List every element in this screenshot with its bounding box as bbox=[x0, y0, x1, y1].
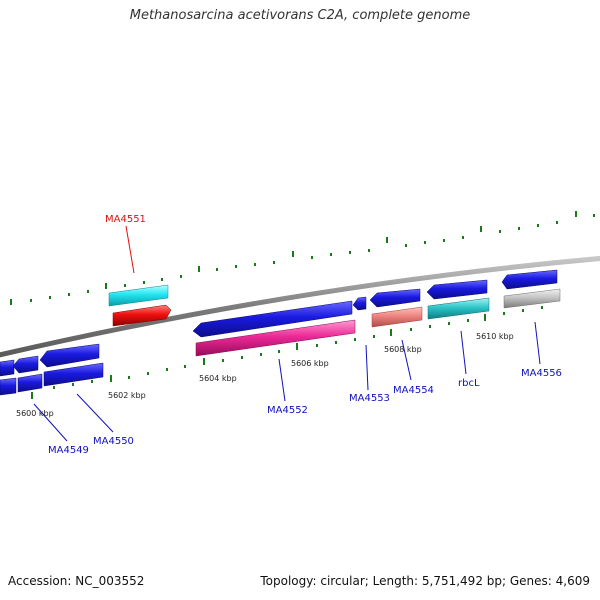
gene-label-ma4556[interactable]: MA4556 bbox=[521, 368, 562, 379]
accession-text: Accession: NC_003552 bbox=[8, 574, 145, 588]
tick-label-5600: 5600 kbp bbox=[16, 409, 54, 418]
genome-summary-text: Topology: circular; Length: 5,751,492 bp… bbox=[260, 574, 590, 588]
gene-label-ma4549[interactable]: MA4549 bbox=[48, 445, 89, 456]
gene-ma4554-blue-arrow[interactable] bbox=[369, 288, 421, 308]
tick-label-5608: 5608 kbp bbox=[384, 345, 422, 354]
genome-title: Methanosarcina acetivorans C2A, complete… bbox=[129, 8, 471, 23]
label-leader-lines bbox=[33, 225, 541, 442]
gene-ma4556-gray-arrow[interactable] bbox=[503, 288, 561, 309]
gene-ma4556-blue-arrow[interactable] bbox=[501, 269, 558, 290]
inner-tick-track bbox=[31, 306, 543, 399]
outer-tick-track bbox=[10, 211, 595, 305]
gene-ma4551-red-arrow[interactable] bbox=[112, 304, 172, 327]
gene-label-ma4554[interactable]: MA4554 bbox=[393, 385, 434, 396]
gene-label-ma4553[interactable]: MA4553 bbox=[349, 393, 390, 404]
tick-label-5602: 5602 kbp bbox=[108, 391, 146, 400]
gene-label-ma4551[interactable]: MA4551 bbox=[105, 214, 146, 225]
tick-label-5606: 5606 kbp bbox=[291, 359, 329, 368]
gene-ma4550-arrows[interactable] bbox=[39, 343, 104, 387]
gene-ma4554-salmon-arrow[interactable] bbox=[371, 306, 423, 328]
gene-label-rbcl[interactable]: rbcL bbox=[458, 378, 480, 389]
gene-rbcl-blue-arrow[interactable] bbox=[426, 279, 488, 300]
gene-rbcl-teal-arrow[interactable] bbox=[427, 297, 490, 320]
genome-backbone bbox=[0, 255, 600, 358]
gene-ma4552-blue-arrow[interactable] bbox=[192, 300, 353, 338]
gene-ma4551-cyan-arrow[interactable] bbox=[108, 284, 169, 307]
gene-ma4551-track[interactable] bbox=[108, 284, 172, 327]
gene-ma4552-magenta-arrow[interactable] bbox=[195, 319, 356, 357]
tick-labels: 5600 kbp 5602 kbp 5604 kbp 5606 kbp 5608… bbox=[16, 332, 514, 418]
gene-ma4549-arrows[interactable] bbox=[0, 355, 43, 396]
tick-label-5604: 5604 kbp bbox=[199, 374, 237, 383]
tick-label-5610: 5610 kbp bbox=[476, 332, 514, 341]
gene-label-ma4552[interactable]: MA4552 bbox=[267, 405, 308, 416]
gene-label-ma4550[interactable]: MA4550 bbox=[93, 436, 134, 447]
gene-labels: MA4551 MA4549 MA4550 MA4552 MA4553 MA455… bbox=[48, 214, 562, 456]
gene-ma4553-arrow[interactable] bbox=[352, 296, 367, 311]
